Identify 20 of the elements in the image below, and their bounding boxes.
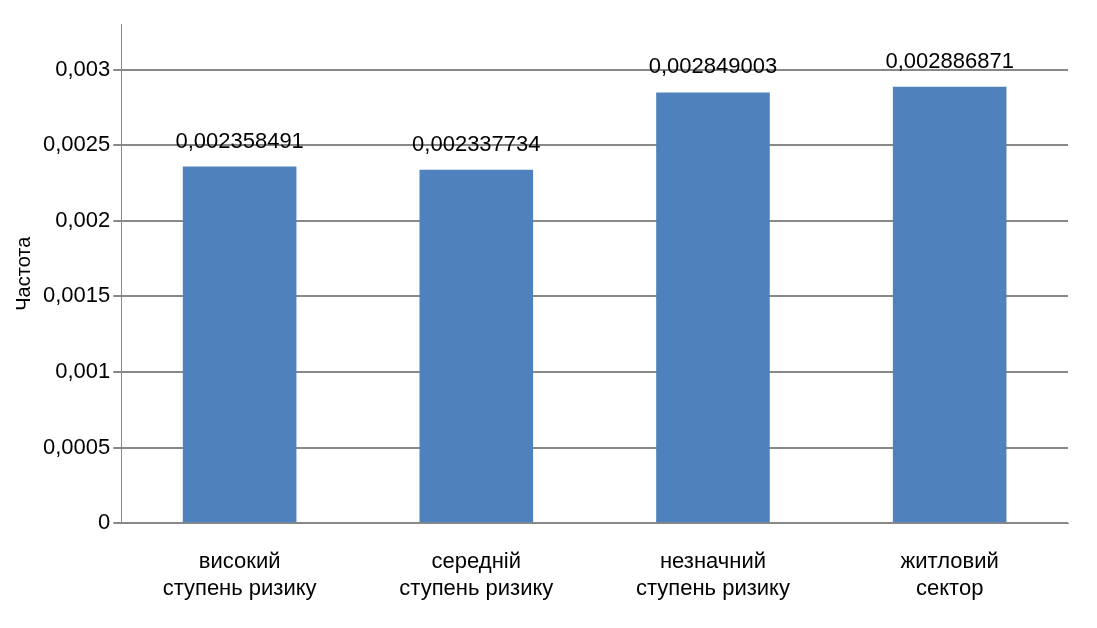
x-tick-label: високий ступень ризику — [162, 548, 317, 600]
data-label: 0,002337734 — [412, 130, 541, 156]
x-tick-label: середній ступень ризику — [399, 548, 554, 600]
data-label: 0,002358491 — [175, 127, 304, 153]
y-tick-label: 0,003 — [55, 55, 111, 81]
bar — [892, 86, 1007, 523]
x-tick-label: житловий сектор — [900, 548, 999, 600]
x-tick-label: незначний ступень ризику — [636, 548, 790, 600]
y-tick-label: 0,0025 — [42, 131, 111, 157]
data-label: 0,002849003 — [648, 53, 778, 79]
y-tick-label: 0,001 — [55, 358, 111, 384]
data-label: 0,002886871 — [885, 47, 1014, 73]
bar — [419, 169, 534, 523]
bar — [182, 166, 297, 523]
y-tick-label: 0,002 — [55, 206, 111, 232]
bar — [656, 92, 770, 523]
y-tick-label: 0,0005 — [42, 433, 111, 459]
y-tick-label: 0 — [98, 509, 111, 535]
y-axis-title: Частота — [11, 235, 34, 311]
y-tick-label: 0,0015 — [42, 282, 111, 308]
